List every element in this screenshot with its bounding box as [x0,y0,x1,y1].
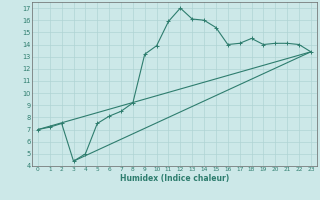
X-axis label: Humidex (Indice chaleur): Humidex (Indice chaleur) [120,174,229,183]
